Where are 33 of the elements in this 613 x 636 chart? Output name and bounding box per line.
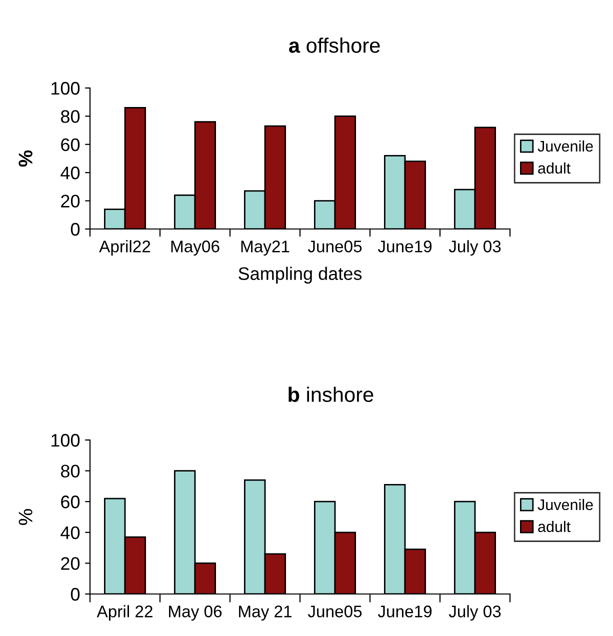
x-tick-label: July 03 xyxy=(448,240,501,256)
y-tick-label: 60 xyxy=(61,138,80,152)
x-tick-label: June19 xyxy=(378,240,432,252)
y-tick-label: 0 xyxy=(70,222,80,236)
y-tick-label: 100 xyxy=(52,434,80,447)
y-tick-label: 40 xyxy=(60,526,80,540)
y-tick-label: 80 xyxy=(60,464,80,478)
legend-label: adult xyxy=(538,520,571,532)
x-tick-label: May21 xyxy=(241,240,290,256)
legend-label: Juvenile xyxy=(538,498,593,510)
x-tick-label: April 22 xyxy=(96,605,152,621)
legend-label: Juvenile xyxy=(538,140,593,152)
x-tick-label: May06 xyxy=(171,240,220,256)
chart-title: a offshore xyxy=(289,38,380,53)
y-tick-label: 20 xyxy=(61,557,80,570)
x-tick-label: June05 xyxy=(308,606,362,618)
y-tick-label: 100 xyxy=(52,82,80,95)
y-axis-title: % xyxy=(18,150,32,167)
chart-title: b inshore xyxy=(288,386,374,402)
x-tick-label: April22 xyxy=(99,240,150,256)
x-tick-label: May 06 xyxy=(169,606,222,621)
y-tick-label: 20 xyxy=(61,194,80,208)
y-tick-label: 60 xyxy=(61,496,80,508)
x-tick-label: July 03 xyxy=(448,605,501,621)
x-tick-label: June05 xyxy=(308,240,362,252)
y-tick-label: 0 xyxy=(70,588,80,601)
y-tick-label: 80 xyxy=(60,110,80,123)
x-axis-title: Sampling dates xyxy=(238,266,362,284)
y-tick-label: 40 xyxy=(60,166,80,180)
x-tick-label: June19 xyxy=(378,606,432,618)
x-tick-label: May 21 xyxy=(239,606,292,621)
y-axis-title: % xyxy=(18,509,32,525)
legend-label: adult xyxy=(538,162,571,174)
